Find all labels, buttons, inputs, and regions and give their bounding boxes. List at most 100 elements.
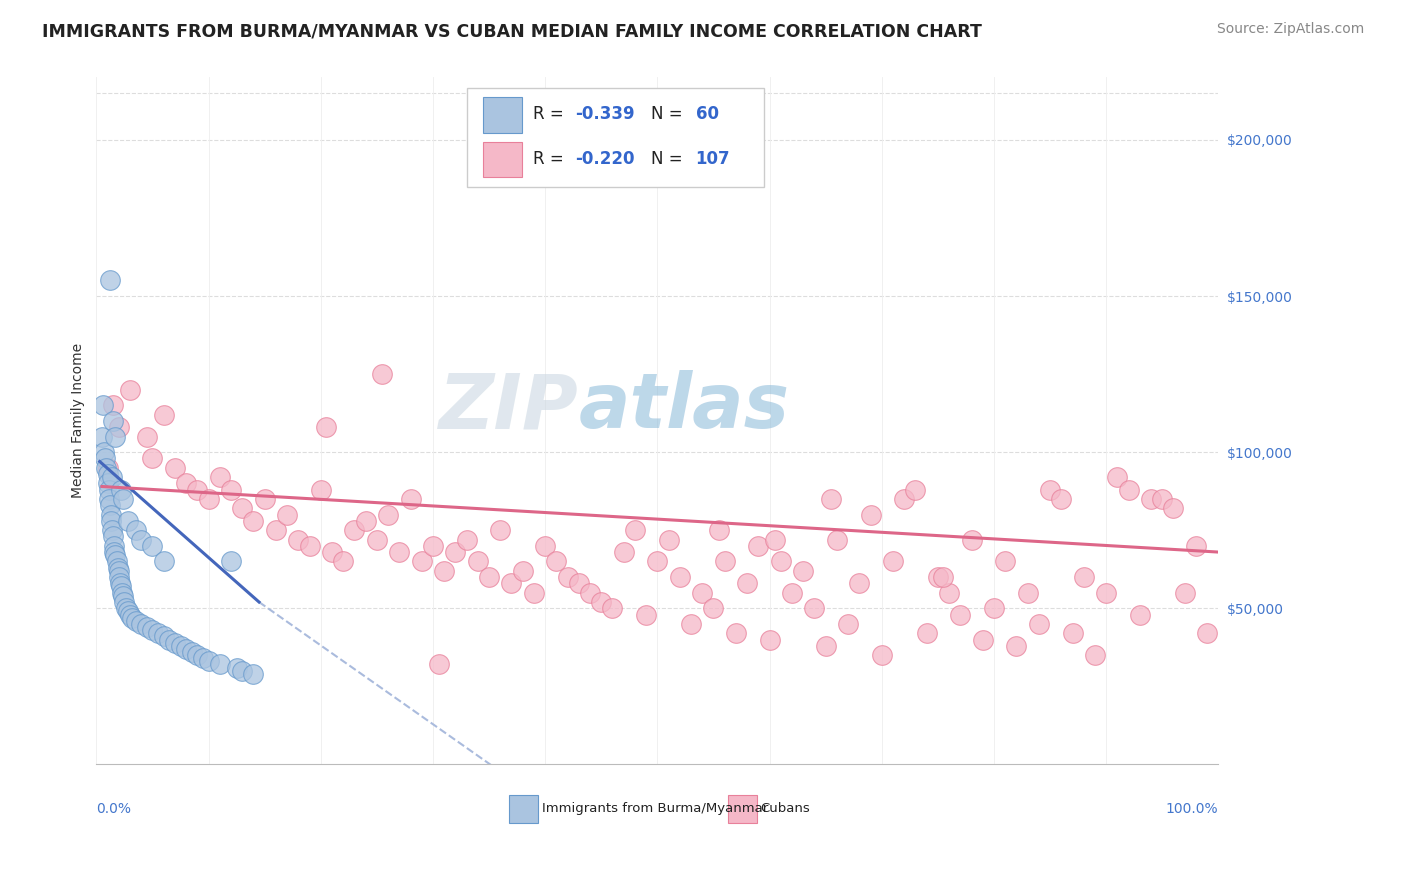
Point [242,666,264,681]
Point [180,645,202,659]
Point [219,554,242,568]
Point [478,570,501,584]
Point [309,483,332,497]
Point [814,639,837,653]
Point [276,508,298,522]
Point [658,533,681,547]
FancyBboxPatch shape [484,97,522,133]
Point [163,460,186,475]
Point [534,539,557,553]
Point [97,491,120,506]
Point [972,632,994,647]
Text: atlas: atlas [579,370,790,444]
Point [859,508,882,522]
Point [882,554,904,568]
Text: -0.339: -0.339 [575,105,636,123]
Text: ZIP: ZIP [439,370,579,444]
Point [141,539,163,553]
Point [118,383,141,397]
Point [624,523,647,537]
Point [1073,570,1095,584]
FancyBboxPatch shape [728,795,758,823]
Point [1118,483,1140,497]
Point [591,595,613,609]
Point [994,554,1017,568]
Point [100,508,122,522]
Point [124,523,146,537]
Point [1174,585,1197,599]
Point [208,470,231,484]
Point [253,491,276,506]
Point [96,460,118,475]
Point [1185,539,1208,553]
Point [242,514,264,528]
Point [780,585,803,599]
Point [427,657,450,672]
Point [98,273,121,287]
Point [231,501,253,516]
Point [97,476,120,491]
Point [927,570,949,584]
Point [141,623,163,637]
Point [433,564,456,578]
Point [315,420,337,434]
Point [724,626,747,640]
Point [152,554,174,568]
Point [264,523,287,537]
Point [763,533,786,547]
Point [820,491,842,506]
Point [735,576,758,591]
Text: Cubans: Cubans [761,802,810,815]
Point [97,483,120,497]
Point [186,648,208,662]
Point [111,585,134,599]
Point [118,607,141,622]
Point [191,651,214,665]
Point [101,398,124,412]
Text: N =: N = [651,105,688,123]
Point [117,604,139,618]
Point [121,610,143,624]
Point [803,601,825,615]
Point [321,545,343,559]
Point [1129,607,1152,622]
Point [108,576,131,591]
Point [91,398,114,412]
Point [602,601,624,615]
Point [422,539,444,553]
Point [103,545,125,559]
Text: R =: R = [533,150,569,168]
Text: IMMIGRANTS FROM BURMA/MYANMAR VS CUBAN MEDIAN FAMILY INCOME CORRELATION CHART: IMMIGRANTS FROM BURMA/MYANMAR VS CUBAN M… [42,22,981,40]
Point [186,483,208,497]
Point [93,445,115,459]
Point [101,529,124,543]
Point [146,626,169,640]
Point [1095,585,1118,599]
Point [1197,626,1219,640]
Point [117,514,139,528]
Point [546,554,568,568]
Point [825,533,848,547]
FancyBboxPatch shape [484,142,522,178]
Point [792,564,814,578]
Point [1163,501,1185,516]
Point [97,460,120,475]
Point [197,654,219,668]
Point [523,585,546,599]
Text: 60: 60 [696,105,718,123]
Point [112,595,135,609]
Point [444,545,467,559]
Point [287,533,309,547]
Point [114,601,136,615]
Point [101,414,124,428]
Point [388,545,411,559]
Point [915,626,938,640]
Point [197,491,219,506]
Point [679,616,702,631]
Point [690,585,713,599]
Point [456,533,478,547]
Text: R =: R = [533,105,569,123]
Point [613,545,636,559]
Point [152,408,174,422]
Text: 100.0%: 100.0% [1166,802,1219,816]
